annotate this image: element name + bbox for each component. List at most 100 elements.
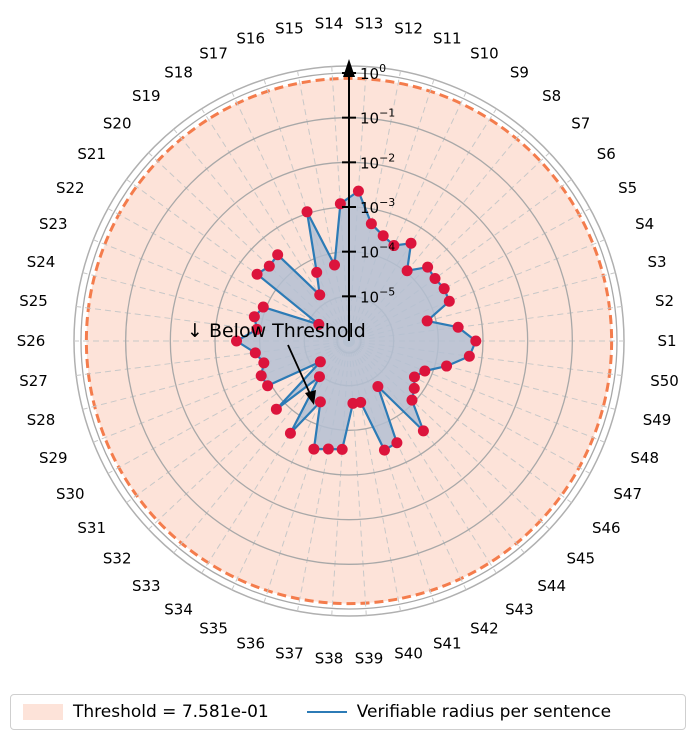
radial-tick-label: 10−5 bbox=[360, 285, 395, 306]
data-point-s28 bbox=[258, 357, 270, 369]
data-point-s49 bbox=[441, 360, 453, 372]
data-point-s37 bbox=[322, 443, 334, 455]
data-point-s16 bbox=[301, 206, 313, 218]
category-label-s20: S20 bbox=[103, 114, 132, 132]
data-point-s46 bbox=[408, 382, 420, 394]
category-label-s11: S11 bbox=[433, 30, 462, 48]
category-label-s31: S31 bbox=[77, 519, 106, 537]
legend: Threshold = 7.581e-01 Verifiable radius … bbox=[10, 694, 686, 730]
category-label-s10: S10 bbox=[470, 44, 499, 62]
category-label-s4: S4 bbox=[635, 215, 654, 233]
radial-axis: 100 10−1 10−2 10−3 10−4 10−5 bbox=[342, 59, 395, 341]
data-point-s34 bbox=[284, 427, 296, 439]
data-point-s36 bbox=[308, 443, 320, 455]
legend-item-threshold: Threshold = 7.581e-01 bbox=[11, 702, 269, 722]
category-label-s27: S27 bbox=[19, 372, 48, 390]
category-label-s12: S12 bbox=[394, 20, 423, 38]
data-point-s43 bbox=[372, 381, 384, 393]
category-label-s8: S8 bbox=[542, 87, 561, 105]
data-point-s30 bbox=[262, 380, 274, 392]
category-label-s9: S9 bbox=[510, 64, 529, 82]
data-point-s20 bbox=[263, 260, 275, 272]
data-point-s44 bbox=[417, 425, 429, 437]
category-label-s45: S45 bbox=[566, 550, 595, 568]
category-label-s7: S7 bbox=[571, 114, 590, 132]
category-label-s44: S44 bbox=[537, 577, 566, 595]
data-point-s9 bbox=[405, 237, 417, 249]
data-point-s12 bbox=[365, 218, 377, 230]
category-label-s36: S36 bbox=[236, 634, 265, 652]
category-label-s15: S15 bbox=[275, 20, 304, 38]
annotation-arrow-head bbox=[305, 390, 316, 405]
category-label-s42: S42 bbox=[470, 620, 499, 638]
category-label-s50: S50 bbox=[650, 372, 679, 390]
data-point-s11 bbox=[377, 230, 389, 242]
category-label-s6: S6 bbox=[597, 145, 616, 163]
data-point-s2 bbox=[452, 321, 464, 333]
data-point-s21 bbox=[251, 268, 263, 280]
data-point-s40 bbox=[355, 396, 367, 408]
legend-threshold-swatch bbox=[23, 704, 63, 720]
category-label-s48: S48 bbox=[630, 449, 659, 467]
data-point-s7 bbox=[422, 261, 434, 273]
series-fill bbox=[236, 191, 476, 451]
data-point-s42 bbox=[391, 437, 403, 449]
data-point-s41 bbox=[378, 444, 390, 456]
category-label-s39: S39 bbox=[355, 649, 384, 667]
category-label-s21: S21 bbox=[77, 145, 106, 163]
data-point-s33 bbox=[313, 371, 325, 383]
category-label-s25: S25 bbox=[19, 292, 48, 310]
category-label-s2: S2 bbox=[655, 292, 674, 310]
category-label-s29: S29 bbox=[39, 449, 68, 467]
category-label-s38: S38 bbox=[315, 649, 344, 667]
category-label-s33: S33 bbox=[132, 577, 161, 595]
data-point-s29 bbox=[255, 370, 267, 382]
category-label-s30: S30 bbox=[56, 485, 85, 503]
category-label-s34: S34 bbox=[164, 601, 193, 619]
radial-tick-label: 100 bbox=[360, 62, 386, 83]
category-label-s28: S28 bbox=[27, 411, 56, 429]
data-point-s48 bbox=[419, 365, 431, 377]
data-point-s18 bbox=[314, 289, 326, 301]
data-point-s22 bbox=[313, 318, 325, 330]
data-point-s38 bbox=[336, 443, 348, 455]
category-label-s37: S37 bbox=[275, 644, 304, 662]
data-point-s24 bbox=[248, 311, 260, 323]
data-point-s47 bbox=[408, 371, 420, 383]
data-point-s27 bbox=[249, 347, 261, 359]
category-label-s18: S18 bbox=[164, 64, 193, 82]
category-label-s5: S5 bbox=[618, 179, 637, 197]
category-label-s26: S26 bbox=[17, 332, 46, 350]
category-label-s22: S22 bbox=[56, 179, 85, 197]
category-label-s47: S47 bbox=[613, 485, 642, 503]
category-label-s49: S49 bbox=[643, 411, 672, 429]
data-point-s32 bbox=[270, 403, 282, 415]
category-label-s46: S46 bbox=[592, 519, 621, 537]
data-point-s19 bbox=[272, 249, 284, 261]
data-point-s15 bbox=[329, 259, 341, 271]
category-label-s17: S17 bbox=[199, 44, 228, 62]
data-point-s13 bbox=[352, 185, 364, 197]
data-point-s25 bbox=[251, 323, 263, 335]
data-point-s26 bbox=[231, 335, 243, 347]
radial-tick-label: 10−4 bbox=[360, 241, 395, 262]
data-point-s23 bbox=[257, 301, 269, 313]
data-point-s3 bbox=[421, 315, 433, 327]
radial-tick-label: 10−3 bbox=[360, 196, 395, 217]
category-label-s1: S1 bbox=[657, 332, 676, 350]
annotation-layer: ↓ Below Threshold bbox=[187, 320, 366, 405]
data-point-s31 bbox=[314, 356, 326, 368]
legend-item-series: Verifiable radius per sentence bbox=[269, 702, 611, 722]
data-point-s50 bbox=[463, 350, 475, 362]
series-radius bbox=[231, 185, 482, 456]
data-point-s5 bbox=[438, 283, 450, 295]
data-point-s10 bbox=[388, 240, 400, 252]
legend-series-label: Verifiable radius per sentence bbox=[356, 702, 612, 722]
category-label-s16: S16 bbox=[236, 30, 265, 48]
category-label-s19: S19 bbox=[132, 87, 161, 105]
data-point-s1 bbox=[470, 335, 482, 347]
category-label-s13: S13 bbox=[355, 15, 384, 33]
data-point-s8 bbox=[401, 265, 413, 277]
data-point-s4 bbox=[443, 295, 455, 307]
